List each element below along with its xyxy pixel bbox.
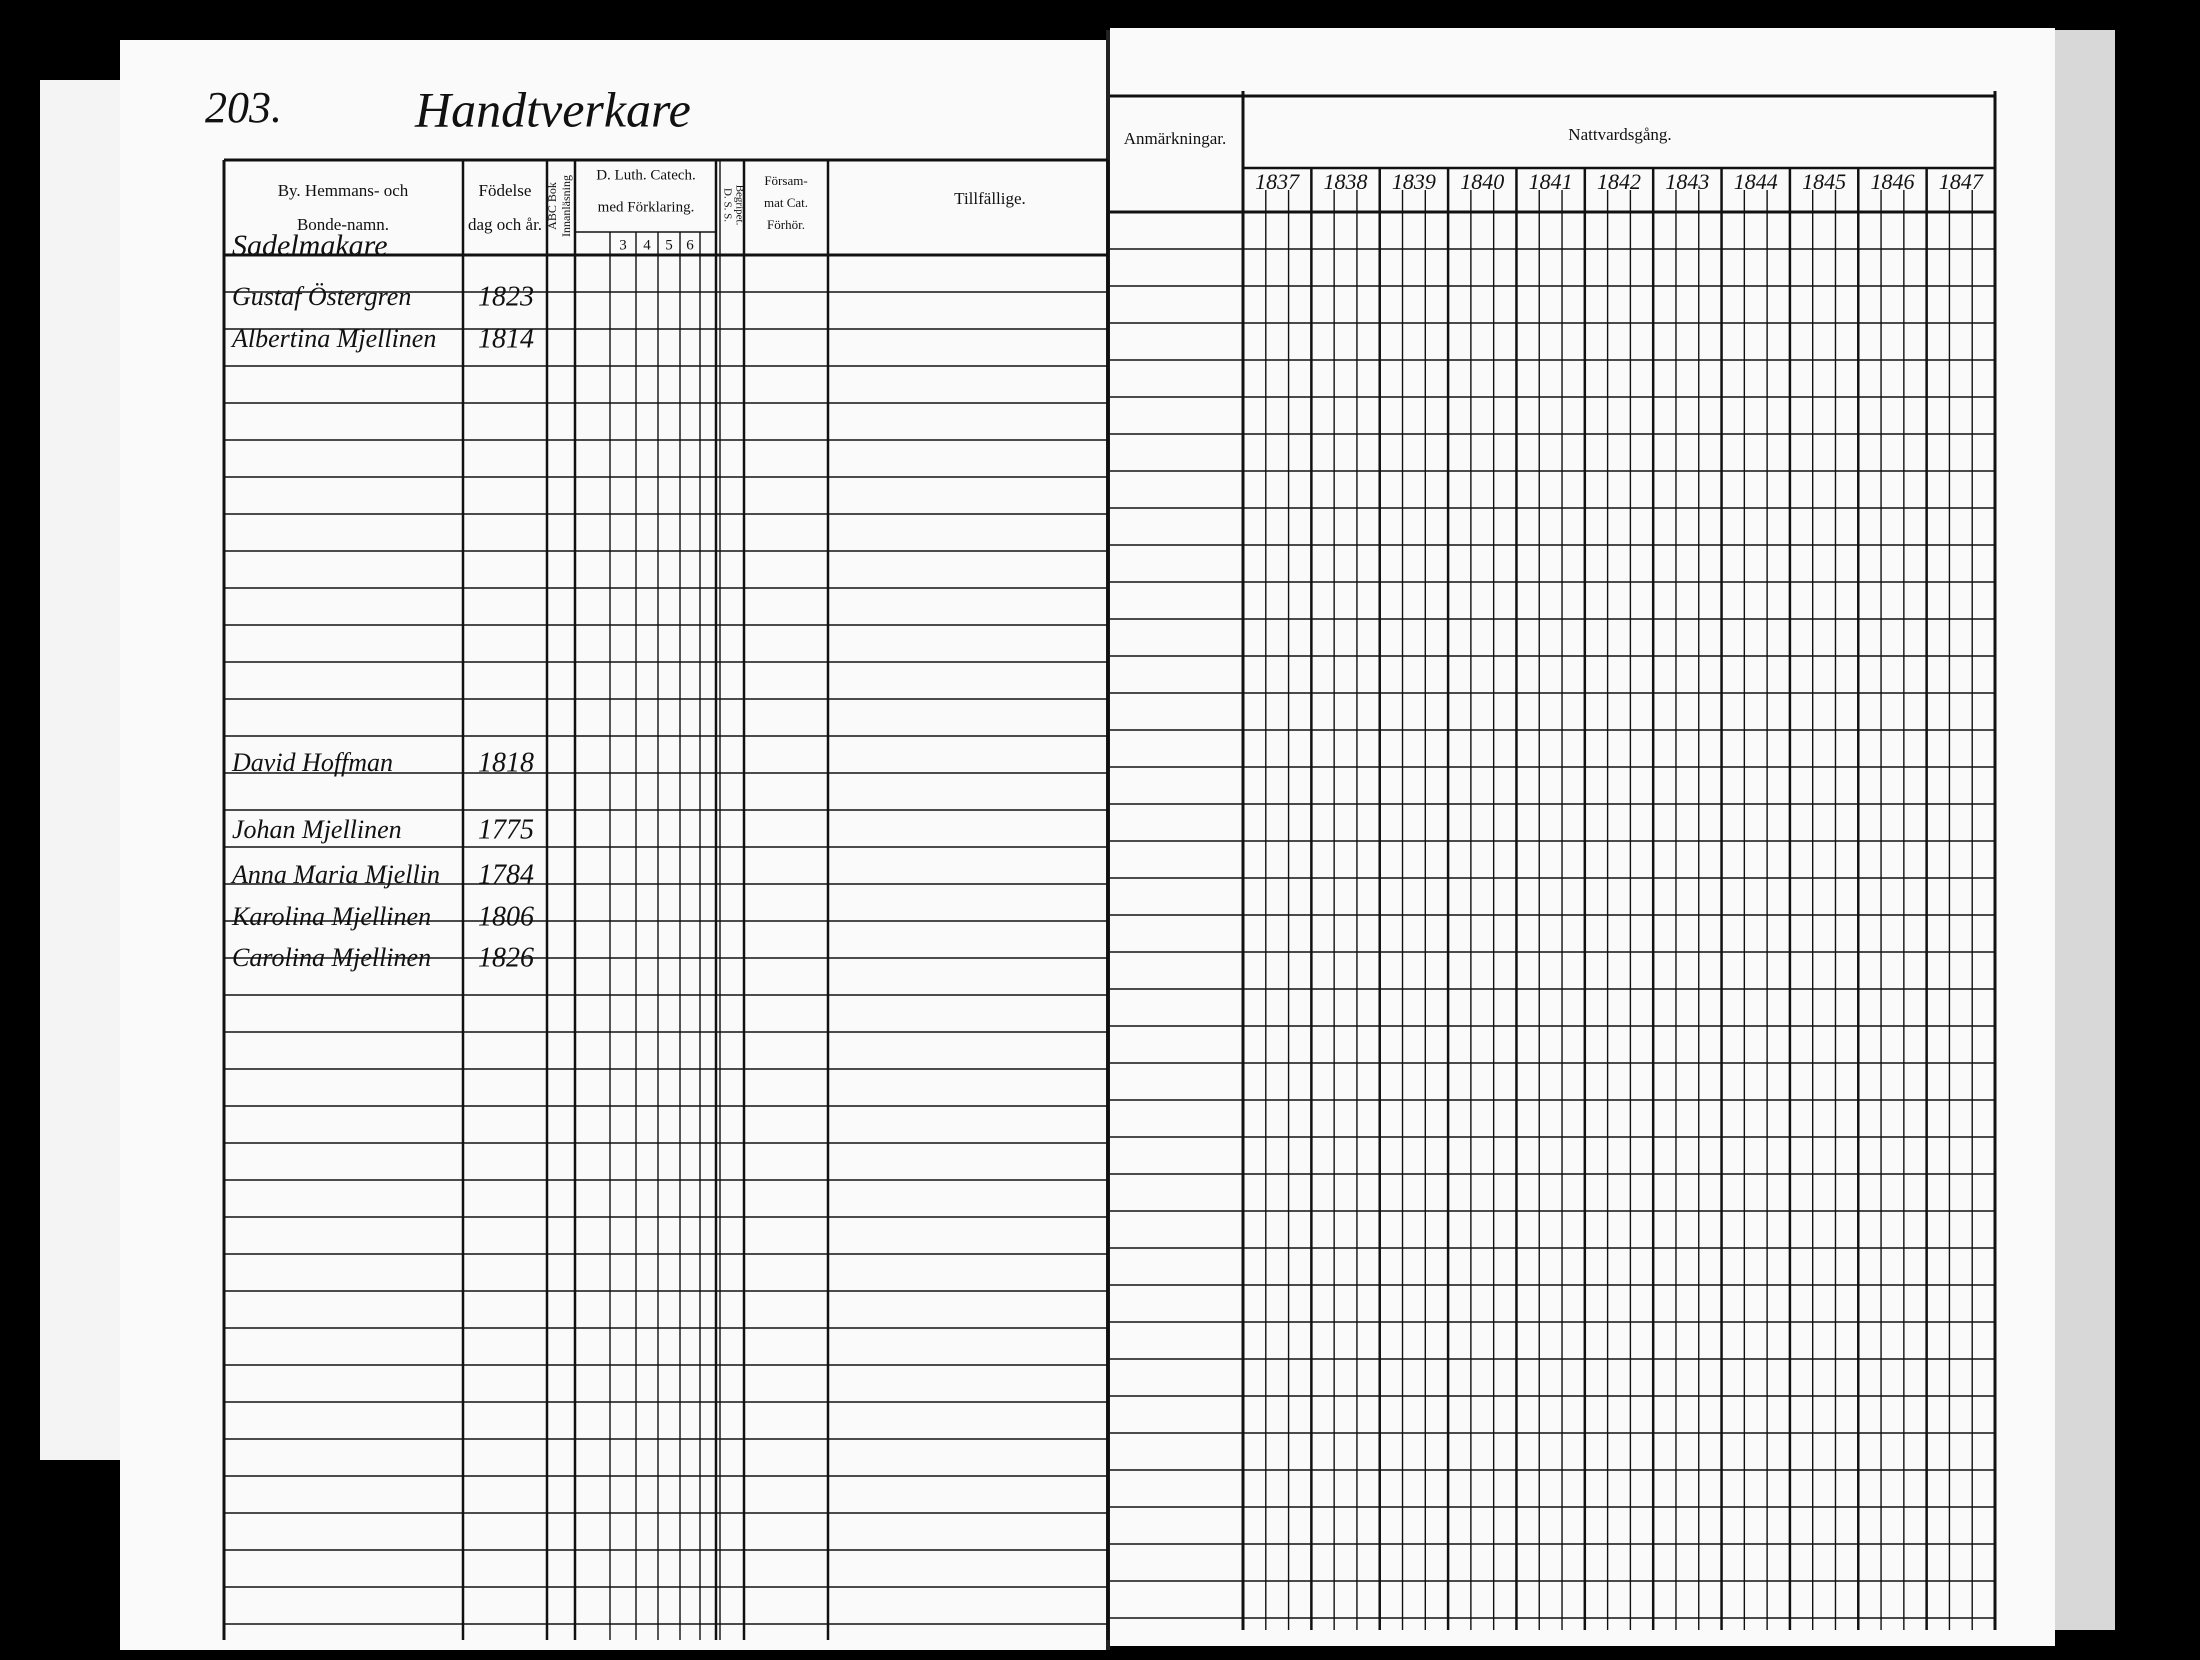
- entry-birth: 1814: [478, 323, 534, 354]
- year-label: 1847: [1939, 169, 1984, 194]
- column-header: 6: [686, 237, 694, 253]
- column-header: D. S. S.: [721, 188, 733, 222]
- column-header: Försam-: [764, 173, 807, 188]
- entry-name: David Hoffman: [231, 748, 393, 777]
- year-label: 1843: [1665, 169, 1709, 194]
- year-label: 1837: [1255, 169, 1300, 194]
- entry-name: Anna Maria Mjellin: [230, 860, 440, 889]
- entry-name: Johan Mjellinen: [232, 815, 402, 844]
- column-header: 5: [665, 237, 673, 253]
- year-label: 1842: [1597, 169, 1641, 194]
- column-header: Födelse: [479, 181, 532, 200]
- column-header: Begripet.: [733, 185, 745, 226]
- entry-name: Albertina Mjellinen: [230, 324, 436, 353]
- right-page: [1110, 28, 2055, 1646]
- column-header: ABC Bok: [545, 182, 559, 230]
- column-header: Innanläsning: [559, 175, 573, 237]
- column-header: Nattvardsgång.: [1568, 125, 1671, 144]
- entry-name: Carolina Mjellinen: [232, 943, 431, 972]
- column-header: D. Luth. Catech.: [596, 167, 696, 183]
- section-title: Handtverkare: [414, 81, 691, 137]
- group-label: Sadelmakare: [232, 229, 388, 262]
- year-label: 1844: [1734, 169, 1778, 194]
- entry-birth: 1775: [478, 814, 534, 845]
- column-header: 3: [619, 237, 627, 253]
- year-label: 1841: [1529, 169, 1573, 194]
- column-header: Bonde-namn.: [297, 215, 389, 234]
- entry-birth: 1806: [478, 901, 534, 932]
- entry-name: Gustaf Östergren: [232, 282, 411, 311]
- entry-birth: 1818: [478, 747, 534, 778]
- entry-birth: 1823: [478, 281, 534, 312]
- year-label: 1839: [1392, 169, 1436, 194]
- year-label: 1846: [1870, 169, 1914, 194]
- column-header: Tillfällige.: [954, 189, 1026, 208]
- year-label: 1845: [1802, 169, 1846, 194]
- year-label: 1840: [1460, 169, 1504, 194]
- entry-birth: 1784: [478, 859, 534, 890]
- page-number: 203.: [205, 83, 282, 132]
- texts: By. Hemmans- och Bonde-namn. Födelse dag oc…: [230, 125, 1984, 974]
- column-header: Förhör.: [767, 217, 805, 232]
- entry-birth: 1826: [478, 942, 534, 973]
- column-header: 4: [643, 237, 651, 253]
- column-header: By. Hemmans- och: [278, 181, 409, 200]
- entry-name: Karolina Mjellinen: [231, 902, 431, 931]
- column-header: med Förklaring.: [598, 199, 695, 215]
- year-label: 1838: [1324, 169, 1368, 194]
- right-edge-paper: [2055, 30, 2115, 1630]
- column-header: mat Cat.: [764, 195, 808, 210]
- ruling: [222, 91, 1997, 1640]
- left-page: [120, 40, 1110, 1650]
- column-header: Anmärkningar.: [1124, 129, 1226, 148]
- column-header: dag och år.: [468, 215, 542, 234]
